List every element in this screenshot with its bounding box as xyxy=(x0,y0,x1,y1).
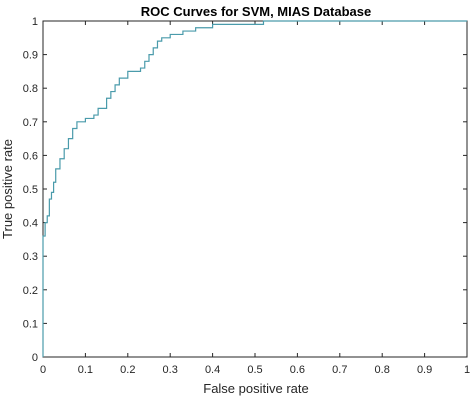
x-tick-label: 0.2 xyxy=(120,364,135,376)
y-tick-label: 0.4 xyxy=(23,218,38,230)
y-axis-label: True positive rate xyxy=(0,139,15,239)
x-tick-label: 0.6 xyxy=(290,364,305,376)
y-tick-label: 0.5 xyxy=(23,184,38,196)
x-tick-label: 0.4 xyxy=(205,364,220,376)
x-tick-label: 0.1 xyxy=(78,364,93,376)
x-tick-label: 0.7 xyxy=(332,364,347,376)
y-tick-label: 0.9 xyxy=(23,50,38,62)
y-tick-label: 0.8 xyxy=(23,83,38,95)
x-tick-label: 0 xyxy=(40,364,46,376)
y-tick-label: 0.7 xyxy=(23,117,38,129)
chart-title: ROC Curves for SVM, MIAS Database xyxy=(141,4,371,19)
x-tick-label: 0.3 xyxy=(163,364,178,376)
y-tick-label: 0.3 xyxy=(23,251,38,263)
x-axis-label: False positive rate xyxy=(203,381,309,396)
x-tick-label: 0.8 xyxy=(375,364,390,376)
roc-series-line xyxy=(42,20,467,357)
x-tick-label: 0.9 xyxy=(417,364,432,376)
plot-frame xyxy=(42,20,468,358)
y-tick-label: 0.2 xyxy=(23,285,38,297)
x-tick-label: 1 xyxy=(464,364,470,376)
y-tick-label: 1 xyxy=(32,16,38,28)
series-layer xyxy=(42,20,467,357)
y-tick-label: 0.6 xyxy=(23,150,38,162)
y-tick-label: 0.1 xyxy=(23,318,38,330)
plot-area xyxy=(42,20,468,358)
y-tick-label: 0 xyxy=(32,352,38,364)
ticks: 0 0.1 0.2 0.3 0.4 0.5 0.6 0.7 0.8 0.9 1 0 0.1 0.2 0.3 0… xyxy=(23,16,470,376)
x-tick-label: 0.5 xyxy=(247,364,262,376)
